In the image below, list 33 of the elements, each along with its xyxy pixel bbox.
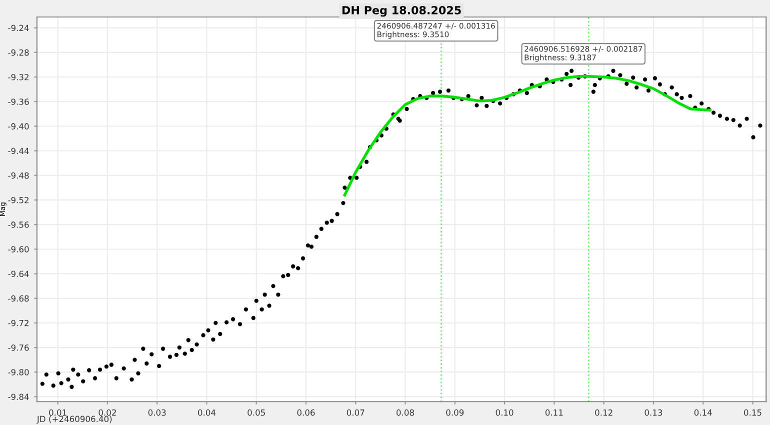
x-tick-label: 0.02	[98, 409, 116, 416]
y-tick-label: -9.56	[8, 222, 29, 228]
y-tick-label: -9.80	[8, 369, 29, 376]
y-tick-label: -9.68	[8, 295, 29, 302]
x-tick-label: 0.08	[396, 409, 414, 416]
x-tick-label: 0.09	[446, 409, 464, 416]
x-tick-label: 0.14	[694, 409, 712, 416]
y-tick-label: -9.72	[8, 320, 28, 326]
y-tick-label: -9.52	[8, 196, 28, 204]
y-tick-label: -9.64	[8, 270, 29, 278]
y-tick-label: -9.48	[8, 172, 29, 179]
y-tick-label: -9.32	[8, 74, 28, 80]
y-tick-label: -9.36	[8, 98, 29, 105]
y-tick-label: -9.40	[8, 123, 29, 130]
x-tick-label: 0.04	[198, 409, 216, 416]
x-tick-label: 0.15	[744, 409, 762, 416]
y-tick-label: -9.24	[8, 24, 29, 32]
y-tick-label: -9.76	[8, 344, 29, 351]
x-tick-label: 0.07	[346, 409, 364, 416]
x-tick-label: 0.06	[297, 409, 315, 416]
x-tick-label: 0.12	[595, 409, 612, 416]
x-tick-label: 0.13	[644, 409, 662, 416]
x-tick-label: 0.03	[148, 409, 166, 416]
chart-title: DH Peg 18.08.2025	[342, 6, 461, 17]
x-tick-label: 0.01	[49, 409, 66, 416]
x-axis-title: JD (+2460906.40)	[36, 416, 112, 424]
y-tick-label: -9.84	[8, 394, 29, 400]
x-tick-label: 0.10	[496, 409, 514, 416]
y-tick-label: -9.44	[8, 148, 29, 154]
y-tick-label: -9.28	[8, 49, 29, 56]
x-tick-label: 0.05	[248, 409, 265, 416]
y-tick-label: -9.60	[8, 246, 29, 252]
x-tick-label: 0.11	[545, 409, 563, 416]
